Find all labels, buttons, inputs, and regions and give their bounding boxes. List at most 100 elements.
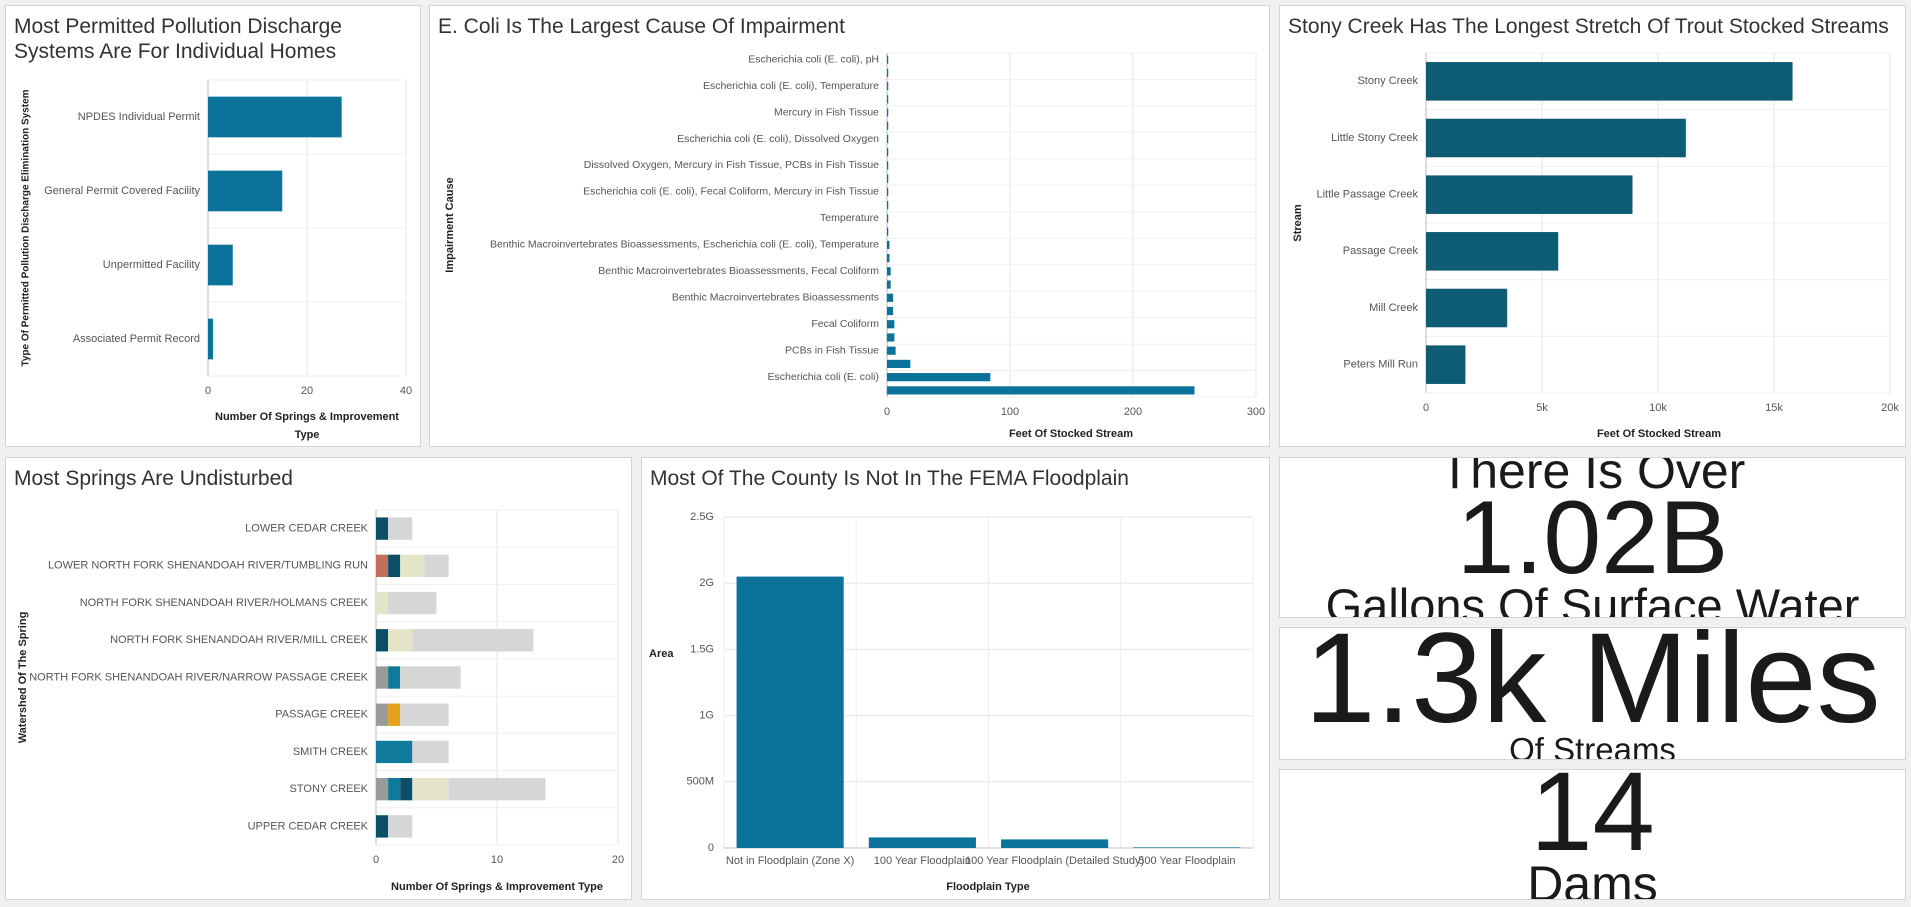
y-tick-label: PASSAGE CREEK [275, 709, 368, 721]
bar [887, 108, 889, 117]
indicator: 14 Dams [1279, 769, 1906, 900]
bar [887, 240, 890, 249]
y-tick-label: Unpermitted Facility [103, 259, 201, 271]
bar-segment [400, 554, 425, 577]
indicator-top: There Is Over [1439, 457, 1746, 500]
bar-segment [400, 666, 461, 689]
x-tick-label: 5k [1536, 402, 1548, 414]
chart: Watershed Of The Spring 0 10 20 LOWER CEDAR … [17, 509, 624, 866]
bar-segment [400, 703, 449, 726]
bar-segment [400, 778, 413, 801]
panel: Most Permitted Pollution Discharge Syste… [5, 5, 421, 447]
y-tick-label: Little Stony Creek [1331, 132, 1418, 144]
bar [887, 346, 896, 355]
indicator-value: 1.02B [1456, 480, 1729, 597]
panel: Most Of The County Is Not In The FEMA Fl… [641, 457, 1270, 900]
x-tick-label: 10 [491, 854, 503, 866]
bar-segment [388, 591, 437, 615]
bar-segment [376, 778, 389, 801]
bar [887, 320, 895, 329]
x-axis-label: Number Of Springs & Improvement Type [391, 881, 603, 893]
bar [208, 96, 342, 138]
chart: Stream 0 5k 10k 15k 20k Stony Creek Little Ston… [1292, 52, 1899, 414]
bar [1426, 175, 1633, 214]
bar [1426, 288, 1508, 328]
bar [887, 121, 889, 130]
y-tick-label: NPDES Individual Permit [78, 111, 200, 123]
bar [208, 244, 233, 286]
bar-segment [412, 778, 449, 801]
indicator-bottom: Gallons Of Surface Water [1325, 578, 1860, 618]
y-tick-label: Escherichia coli (E. coli), pH [748, 53, 879, 65]
bar [1133, 847, 1241, 848]
y-tick-label: 500M [686, 776, 714, 788]
y-tick-label: LOWER NORTH FORK SHENANDOAH RIVER/TUMBLI… [48, 560, 368, 572]
indicator-value: 1.3k Miles [1304, 627, 1881, 750]
x-tick-label: 0 [205, 385, 211, 397]
x-tick-label: 500 Year Floodplain [1138, 855, 1235, 867]
bar [1426, 232, 1559, 271]
y-tick-label: Benthic Macroinvertebrates Bioassessment… [490, 239, 879, 251]
bar [887, 81, 889, 91]
panel: Most Springs Are Undisturbed Number Of Sp… [5, 457, 632, 900]
y-tick-label: PCBs in Fish Tissue [785, 344, 879, 356]
x-tick-label: 100 [1001, 406, 1019, 418]
bar-segment [376, 629, 389, 652]
indicator: 1.3k Miles Of Streams [1279, 627, 1906, 760]
y-tick-label: Little Passage Creek [1317, 189, 1419, 201]
bar [887, 253, 890, 263]
chart-title: Stony Creek Has The Longest Stretch Of T… [1288, 15, 1889, 38]
bar [887, 148, 889, 157]
x-tick-label: 200 [1124, 406, 1142, 418]
y-tick-label: Peters Mill Run [1343, 359, 1418, 371]
x-tick-label: 20 [612, 854, 624, 866]
x-axis-label: Feet Of Stocked Stream [1596, 428, 1722, 440]
bar-segment [388, 778, 401, 801]
bar [887, 386, 1195, 395]
chart-title: Most Permitted Pollution Discharge Syste… [14, 15, 342, 63]
y-tick-label: Escherichia coli (E. coli), Dissolved Ox… [677, 133, 879, 145]
y-tick-label: Mill Creek [1369, 302, 1418, 314]
y-axis-label: Impairment Cause [444, 177, 456, 272]
y-tick-label: 2.5G [690, 511, 714, 523]
y-tick-label: Mercury in Fish Tissue [774, 106, 879, 118]
chart-title: Most Of The County Is Not In The FEMA Fl… [650, 467, 1129, 490]
bar [887, 68, 889, 77]
y-tick-label: 1.5G [690, 643, 714, 655]
x-tick-label: 10k [1649, 402, 1667, 414]
bar [887, 201, 889, 210]
bar [887, 227, 889, 236]
bar [208, 170, 283, 212]
y-axis-label: Area [649, 648, 674, 660]
bar [887, 187, 889, 197]
y-tick-label: Escherichia coli (E. coli), Fecal Colifo… [583, 186, 879, 198]
bar-segment [376, 703, 389, 726]
bar [1426, 345, 1466, 384]
indicator-bottom: Dams [1527, 855, 1658, 900]
y-tick-label: LOWER CEDAR CREEK [245, 523, 369, 535]
bar-segment [412, 629, 534, 652]
bar [887, 134, 889, 144]
x-axis-label: Floodplain Type [946, 881, 1030, 893]
y-tick-label: 0 [708, 842, 714, 854]
bar [887, 214, 889, 223]
y-tick-label: Escherichia coli (E. coli) [768, 371, 879, 383]
y-tick-label: NORTH FORK SHENANDOAH RIVER/MILL CREEK [110, 634, 369, 646]
bar [887, 280, 891, 289]
bar [1001, 839, 1109, 848]
bar-segment [376, 740, 413, 764]
chart: Type Of Permitted Pollution Discharge El… [21, 79, 412, 397]
chart: Impairment Cause 0 100 200 300 Escherichia co… [444, 52, 1265, 418]
x-tick-label: 20 [301, 385, 313, 397]
y-tick-label: Benthic Macroinvertebrates Bioassessment… [672, 292, 879, 304]
x-tick-label: 100 Year Floodplain [874, 855, 971, 867]
y-tick-label: General Permit Covered Facility [44, 185, 200, 197]
bar [887, 293, 894, 302]
bar [1426, 118, 1686, 158]
x-tick-label: 0 [1423, 402, 1429, 414]
panel: Stony Creek Has The Longest Stretch Of T… [1279, 5, 1906, 447]
bar-segment [388, 554, 401, 577]
x-tick-label: 0 [373, 854, 379, 866]
bar [887, 174, 889, 183]
bar-segment [376, 815, 389, 838]
